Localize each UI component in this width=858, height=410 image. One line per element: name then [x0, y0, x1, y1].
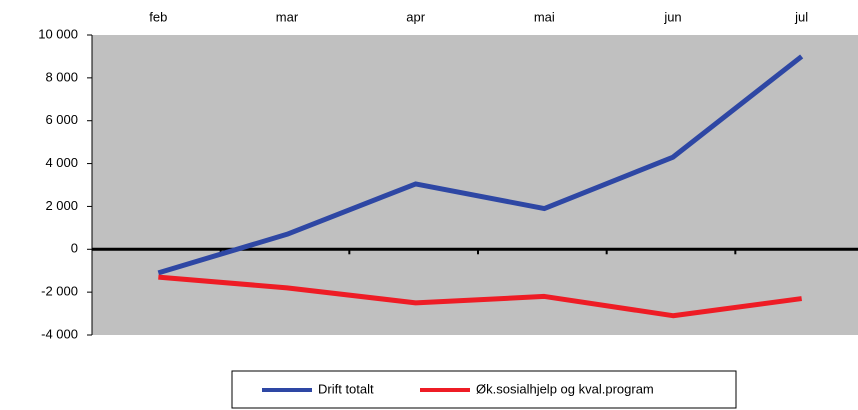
series-line: [158, 274, 802, 319]
plot-area: [92, 35, 858, 335]
legend-label: Drift totalt: [318, 381, 374, 396]
y-tick-label: 4 000: [45, 155, 78, 170]
x-tick-label: mar: [276, 9, 299, 24]
x-tick-label: mai: [534, 9, 555, 24]
legend: [231, 370, 737, 409]
legend-label: Øk.sosialhjelp og kval.program: [476, 381, 654, 396]
series-line: [157, 54, 804, 276]
x-tick-label: jul: [794, 9, 808, 24]
y-tick-label: 8 000: [45, 69, 78, 84]
y-tick-label: -2 000: [41, 284, 78, 299]
y-tick-label: -4 000: [41, 326, 78, 341]
y-tick-label: 6 000: [45, 112, 78, 127]
x-tick-label: jun: [663, 9, 681, 24]
x-tick-label: apr: [406, 9, 425, 24]
y-tick-label: 10 000: [38, 26, 78, 41]
y-tick-label: 0: [71, 241, 78, 256]
x-tick-label: feb: [149, 9, 167, 24]
y-tick-label: 2 000: [45, 198, 78, 213]
